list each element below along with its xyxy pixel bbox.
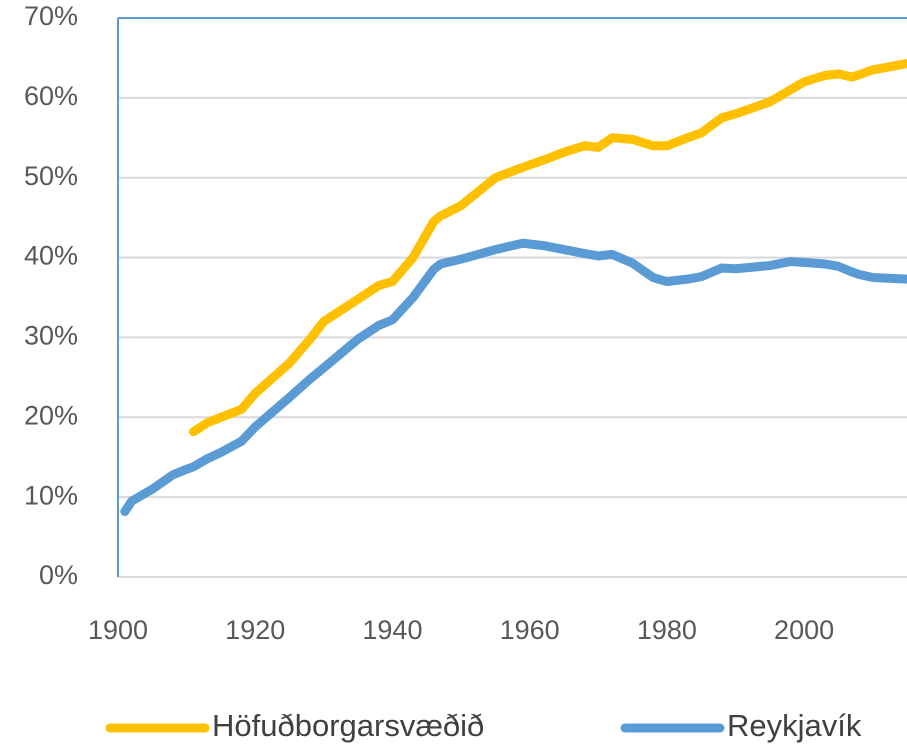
x-tick-label: 1900	[88, 615, 148, 645]
y-tick-label: 50%	[24, 161, 78, 191]
y-tick-label: 10%	[24, 480, 78, 510]
x-tick-label: 1920	[225, 615, 285, 645]
series-line	[188, 59, 907, 437]
x-tick-label: 1960	[500, 615, 560, 645]
y-tick-label: 30%	[24, 321, 78, 351]
x-tick-label: 2000	[774, 615, 834, 645]
legend-label: Höfuðborgarsvæðið	[212, 708, 484, 743]
x-tick-label: 1980	[637, 615, 697, 645]
series-line	[120, 238, 907, 517]
legend-label: Reykjavík	[727, 708, 862, 743]
y-tick-label: 40%	[24, 241, 78, 271]
y-tick-label: 20%	[24, 400, 78, 430]
y-tick-label: 70%	[24, 1, 78, 31]
y-tick-label: 0%	[39, 560, 78, 590]
y-tick-label: 60%	[24, 81, 78, 111]
x-tick-label: 1940	[362, 615, 422, 645]
